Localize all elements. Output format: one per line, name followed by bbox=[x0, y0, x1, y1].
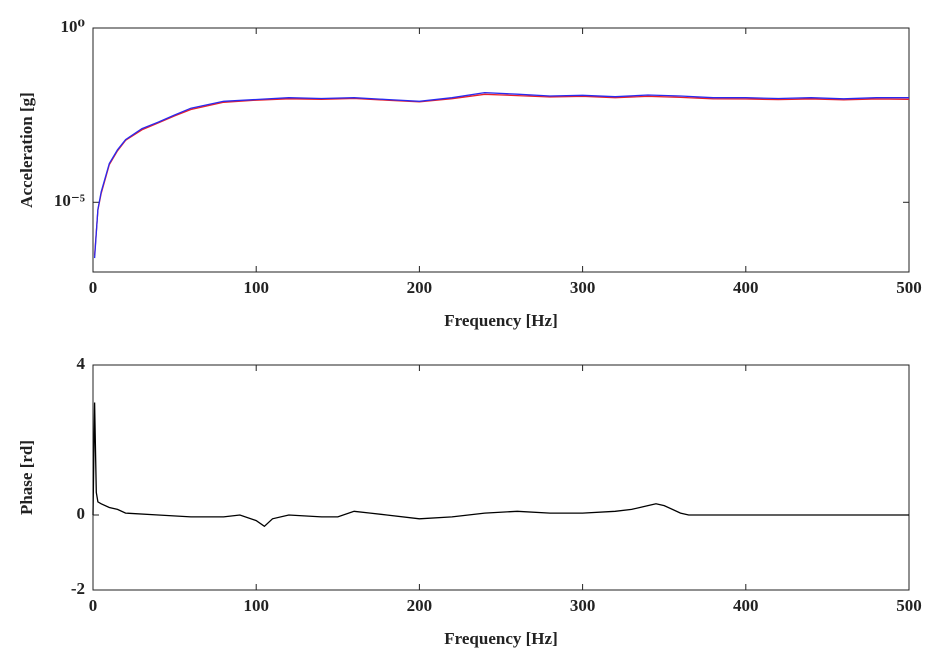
y-tick-label: 10⁻⁵ bbox=[54, 191, 85, 210]
x-tick-label: 0 bbox=[89, 278, 98, 297]
x-tick-label: 500 bbox=[896, 278, 922, 297]
y-tick-label: 0 bbox=[77, 504, 86, 523]
x-axis-label: Frequency [Hz] bbox=[444, 629, 557, 648]
x-tick-label: 300 bbox=[570, 278, 596, 297]
data-line bbox=[93, 91, 909, 259]
y-axis-label: Phase [rd] bbox=[17, 440, 36, 515]
x-tick-label: 0 bbox=[89, 596, 98, 615]
y-tick-label: -2 bbox=[71, 579, 85, 598]
x-tick-label: 200 bbox=[407, 596, 433, 615]
x-tick-label: 100 bbox=[243, 596, 269, 615]
y-tick-label: 10⁰ bbox=[61, 17, 85, 36]
plot-area bbox=[92, 27, 910, 273]
x-tick-label: 100 bbox=[243, 278, 269, 297]
x-axis-label: Frequency [Hz] bbox=[444, 311, 557, 330]
x-tick-label: 400 bbox=[733, 278, 759, 297]
y-axis-label: Acceleration [g] bbox=[17, 92, 36, 208]
plot-area bbox=[92, 364, 910, 591]
data-line bbox=[92, 402, 909, 528]
x-tick-label: 300 bbox=[570, 596, 596, 615]
x-tick-label: 500 bbox=[896, 596, 922, 615]
x-tick-label: 200 bbox=[407, 278, 433, 297]
x-tick-label: 400 bbox=[733, 596, 759, 615]
data-line bbox=[93, 93, 910, 256]
y-tick-label: 4 bbox=[77, 354, 86, 373]
